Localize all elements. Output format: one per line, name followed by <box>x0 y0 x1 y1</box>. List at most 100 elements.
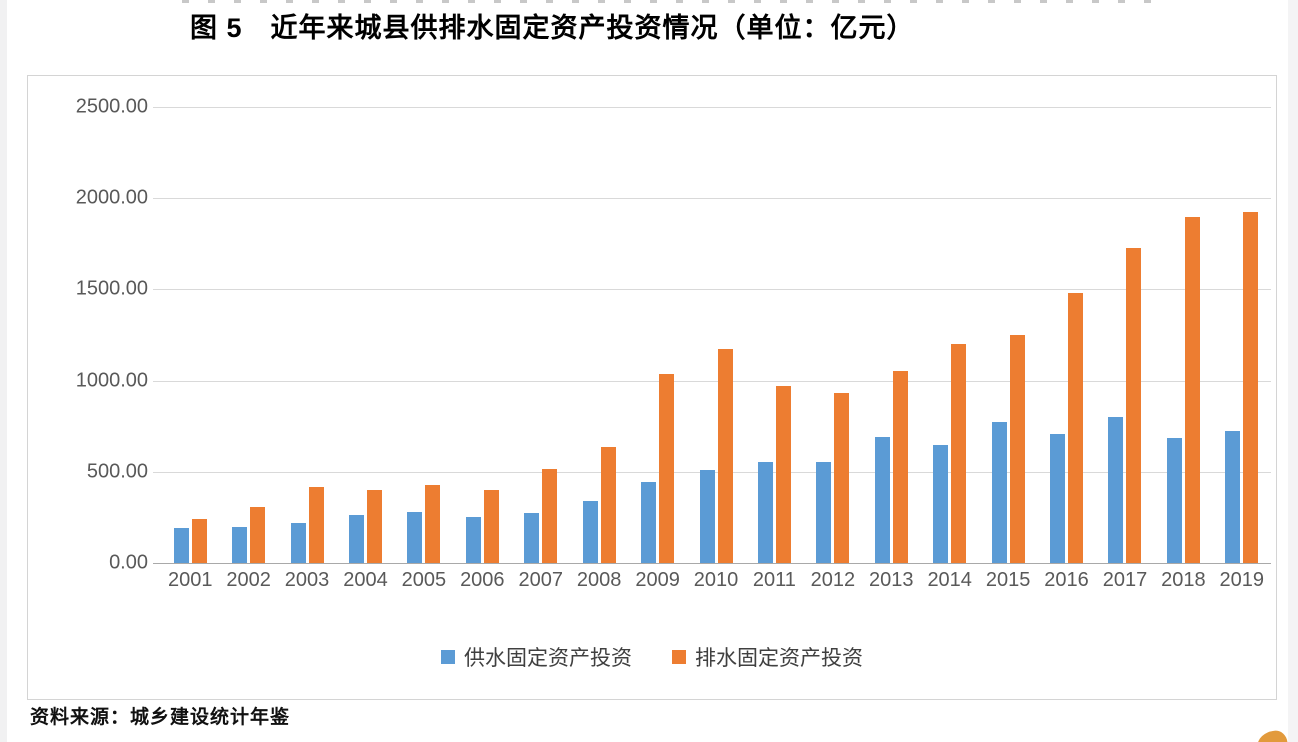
bar-group-2019 <box>1213 107 1271 563</box>
bar-group-2010 <box>687 107 745 563</box>
chart-frame: 0.00 500.00 1000.00 1500.00 2000.00 2500.00 20… <box>27 75 1277 700</box>
water-supply-bar-2005 <box>407 512 423 563</box>
y-tick-label-2000: 2000.00 <box>75 186 148 209</box>
x-tick-label-2019: 2019 <box>1219 569 1265 591</box>
legend-label: 供水固定资产投资 <box>464 647 632 670</box>
x-tick-label-2017: 2017 <box>1102 569 1148 591</box>
bar-group-2015 <box>979 107 1037 563</box>
chart-legend: 供水固定资产投资 排水固定资产投资 <box>28 642 1276 672</box>
bar-groups <box>161 107 1271 563</box>
bar-group-2009 <box>628 107 686 563</box>
water-supply-bar-2013 <box>874 437 890 563</box>
water-supply-bar-2016 <box>1050 434 1066 563</box>
x-tick-label-2005: 2005 <box>401 569 447 591</box>
drainage-bar-2009 <box>659 374 675 563</box>
water-supply-bar-2002 <box>232 527 248 563</box>
y-tick-label-2500: 2500.00 <box>75 95 148 118</box>
bar-group-2011 <box>745 107 803 563</box>
gridline-1500 <box>153 289 1271 291</box>
y-tick-label-500: 500.00 <box>86 460 148 483</box>
plot-area: 0.00 500.00 1000.00 1500.00 2000.00 2500.00 20… <box>76 96 1271 591</box>
x-axis-line <box>153 563 1271 564</box>
water-supply-bar-2009 <box>641 481 657 563</box>
water-supply-bar-2006 <box>465 517 481 563</box>
drainage-bar-2006 <box>483 490 499 563</box>
chart-title: 图 5 近年来城县供排水固定资产投资情况（单位：亿元） <box>190 13 915 43</box>
y-tick-label-0: 0.00 <box>109 551 148 574</box>
x-tick-label-2011: 2011 <box>752 569 796 591</box>
drainage-bar-2002 <box>250 507 266 563</box>
bar-group-2017 <box>1096 107 1154 563</box>
drainage-bar-2003 <box>308 486 324 563</box>
gridline-1000 <box>153 380 1271 382</box>
drainage-bar-2014 <box>951 344 967 563</box>
water-supply-bar-2007 <box>524 512 540 563</box>
water-supply-bar-2018 <box>1166 437 1182 563</box>
x-tick-label-2016: 2016 <box>1044 569 1089 591</box>
drainage-bar-2015 <box>1009 334 1025 563</box>
water-supply-bar-2010 <box>699 470 715 563</box>
x-tick-label-2018: 2018 <box>1161 569 1206 591</box>
drainage-bar-2008 <box>600 447 616 563</box>
water-supply-bar-2008 <box>582 501 598 563</box>
bar-group-2005 <box>395 107 453 563</box>
y-tick-label-1500: 1500.00 <box>75 277 148 300</box>
legend-swatch-icon <box>672 650 686 664</box>
x-tick-label-2014: 2014 <box>927 569 972 591</box>
x-tick-label-2010: 2010 <box>693 569 739 591</box>
x-axis-labels: 2001 2002 2003 2004 2005 2006 2007 2008 2009 2010… <box>161 569 1271 592</box>
gridline-2500 <box>153 107 1271 108</box>
bar-group-2014 <box>920 107 978 563</box>
x-tick-label-2006: 2006 <box>460 569 505 591</box>
bar-group-2016 <box>1037 107 1095 563</box>
x-tick-label-2001: 2001 <box>167 569 213 591</box>
water-supply-bar-2011 <box>757 461 773 563</box>
bar-group-2007 <box>512 107 570 563</box>
bar-group-2004 <box>336 107 394 563</box>
bar-group-2008 <box>570 107 628 563</box>
water-supply-bar-2001 <box>173 527 189 563</box>
water-supply-bar-2003 <box>290 523 306 563</box>
source-note: 资料来源：城乡建设统计年鉴 <box>30 707 291 728</box>
x-tick-label-2012: 2012 <box>810 569 856 591</box>
water-supply-bar-2019 <box>1225 430 1241 563</box>
x-tick-label-2004: 2004 <box>343 569 388 591</box>
bar-group-2018 <box>1154 107 1212 563</box>
x-tick-label-2009: 2009 <box>635 569 680 591</box>
page-edge-left <box>0 0 7 742</box>
bar-group-2013 <box>862 107 920 563</box>
bar-group-2001 <box>161 107 219 563</box>
cut-off-orange-icon <box>1256 729 1288 742</box>
x-tick-label-2015: 2015 <box>985 569 1031 591</box>
page-edge-right <box>1288 0 1298 742</box>
drainage-bar-2012 <box>834 392 850 563</box>
bar-group-2006 <box>453 107 511 563</box>
drainage-bar-2011 <box>775 386 791 563</box>
drainage-bar-2018 <box>1184 217 1200 563</box>
drainage-bar-2016 <box>1068 292 1084 563</box>
legend-item-water-supply: 供水固定资产投资 <box>441 642 632 672</box>
water-supply-bar-2014 <box>933 445 949 563</box>
legend-swatch-icon <box>441 650 455 664</box>
bar-group-2012 <box>804 107 862 563</box>
x-tick-label-2002: 2002 <box>226 569 271 591</box>
drainage-bar-2007 <box>542 469 558 563</box>
water-supply-bar-2015 <box>991 422 1007 563</box>
drainage-bar-2019 <box>1243 212 1259 563</box>
clipped-text-row <box>182 0 1157 3</box>
drainage-bar-2004 <box>366 489 382 563</box>
drainage-bar-2013 <box>892 370 908 563</box>
drainage-bar-2017 <box>1126 248 1142 563</box>
legend-label: 排水固定资产投资 <box>695 647 863 670</box>
x-tick-label-2003: 2003 <box>284 569 330 591</box>
drainage-bar-2001 <box>191 518 207 563</box>
legend-item-drainage: 排水固定资产投资 <box>672 642 863 672</box>
water-supply-bar-2012 <box>816 462 832 563</box>
gridline-2000 <box>153 198 1271 200</box>
bar-group-2002 <box>219 107 277 563</box>
drainage-bar-2005 <box>425 484 441 563</box>
bar-group-2003 <box>278 107 336 563</box>
water-supply-bar-2017 <box>1108 416 1124 563</box>
drainage-bar-2010 <box>717 348 733 563</box>
